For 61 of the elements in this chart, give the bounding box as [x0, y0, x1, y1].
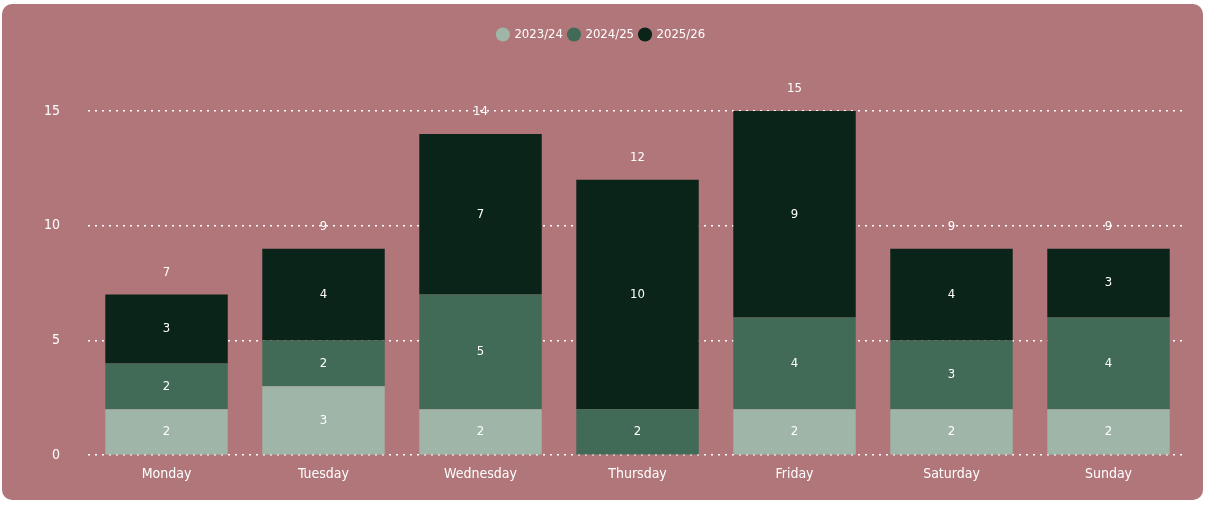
bar	[733, 409, 856, 455]
y-tick-label: 15	[43, 101, 61, 118]
total-label: 9	[319, 218, 328, 234]
bar	[576, 409, 699, 455]
bar	[733, 111, 856, 318]
bar	[419, 133, 542, 295]
data-label: 2	[162, 377, 171, 393]
total-label: 9	[947, 218, 956, 234]
data-label: 9	[790, 205, 799, 221]
bar	[262, 248, 385, 341]
x-tick-label: Wednesday	[444, 465, 518, 482]
data-label: 3	[947, 366, 956, 382]
data-label: 2	[1104, 423, 1113, 439]
data-label: 4	[1104, 354, 1113, 370]
data-label: 2	[790, 423, 799, 439]
data-label: 2	[319, 354, 328, 370]
bar	[890, 409, 1013, 455]
bar	[419, 294, 542, 410]
total-label: 9	[1104, 218, 1113, 234]
total-label: 7	[162, 263, 171, 279]
legend-label: 2025/26	[656, 25, 706, 41]
y-tick-label: 10	[43, 216, 61, 233]
data-label: 3	[1104, 274, 1113, 290]
bar	[262, 386, 385, 455]
data-label: 2	[162, 423, 171, 439]
y-tick-label: 5	[52, 331, 61, 348]
x-tick-label: Saturday	[923, 465, 981, 482]
x-tick-label: Friday	[775, 465, 815, 482]
data-label: 2	[947, 423, 956, 439]
x-tick-label: Monday	[141, 465, 192, 482]
data-label: 4	[319, 285, 328, 301]
bar	[105, 294, 228, 364]
bar	[1047, 409, 1170, 455]
data-label: 7	[476, 205, 485, 221]
data-label: 4	[790, 354, 799, 370]
legend-label: 2023/24	[514, 25, 563, 41]
bar	[419, 409, 542, 455]
bar	[733, 317, 856, 410]
bar	[890, 340, 1013, 410]
data-label: 3	[162, 320, 171, 336]
total-label: 12	[630, 149, 645, 165]
data-label: 2	[476, 423, 485, 439]
bar	[105, 363, 228, 410]
x-tick-label: Tuesday	[297, 465, 350, 482]
data-label: 2	[633, 423, 642, 439]
x-tick-label: Sunday	[1084, 465, 1133, 482]
x-tick-label: Thursday	[607, 465, 668, 482]
data-label: 4	[947, 285, 956, 301]
legend-label: 2024/25	[585, 25, 635, 41]
total-label: 14	[473, 103, 488, 119]
data-label: 10	[630, 285, 645, 301]
y-tick-label: 0	[52, 445, 61, 462]
total-label: 15	[787, 80, 802, 96]
bar	[576, 179, 699, 410]
bar	[105, 409, 228, 455]
data-label: 3	[319, 411, 328, 427]
bar	[1047, 317, 1170, 410]
bar	[890, 248, 1013, 341]
bar	[262, 340, 385, 387]
data-label: 5	[476, 343, 485, 359]
bar	[1047, 248, 1170, 318]
